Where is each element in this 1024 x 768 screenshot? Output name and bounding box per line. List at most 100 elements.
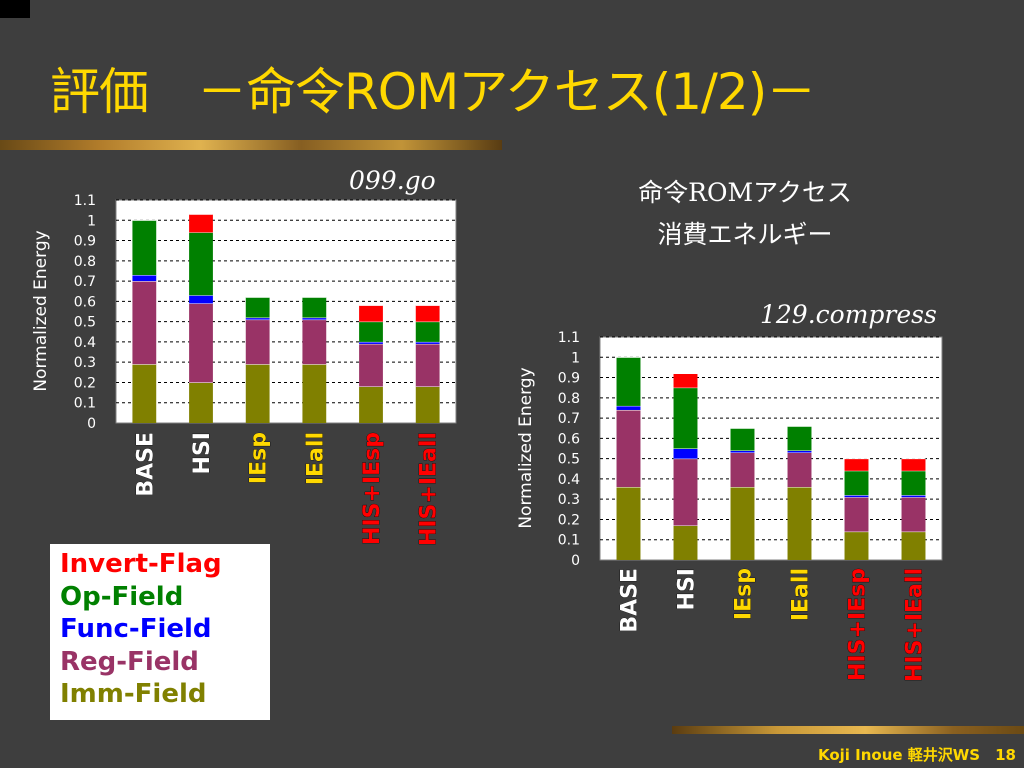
y-tick-label: 1.1 — [558, 330, 580, 346]
bar-segment-op-field — [132, 220, 157, 276]
y-tick-label: 0.6 — [74, 294, 96, 310]
chart-1-title: 099.go — [349, 166, 436, 195]
bar-segment-op-field — [359, 321, 383, 342]
bar-segment-op-field — [415, 321, 440, 342]
bar-segment-reg-field — [901, 497, 926, 532]
y-tick-label: 0.1 — [558, 533, 580, 549]
category-label: BASE — [133, 432, 158, 497]
bar-segment-op-field — [844, 470, 869, 496]
legend-func-field: Func-Field — [60, 614, 212, 644]
bar-segment-func-field — [673, 448, 698, 459]
y-tick-label: 0.3 — [74, 355, 96, 371]
bar-segment-invert-flag — [415, 305, 440, 322]
note-text: 命令ROMアクセス 消費エネルギー — [600, 172, 890, 256]
bar-segment-op-field — [302, 297, 327, 318]
bar-segment-func-field — [730, 450, 755, 453]
category-label: HIS+IEall — [903, 568, 928, 682]
category-label: IEall — [303, 432, 328, 485]
y-tick-label: 0.4 — [74, 335, 96, 351]
y-tick-label: 0.1 — [74, 396, 96, 412]
bar-segment-reg-field — [245, 319, 270, 365]
category-label: HSI — [190, 432, 215, 474]
bar-segment-imm-field — [245, 364, 270, 423]
y-tick-label: 0.2 — [558, 512, 580, 528]
category-label: BASE — [618, 568, 643, 633]
bar-segment-func-field — [302, 317, 327, 320]
legend-reg-field: Reg-Field — [60, 646, 199, 677]
footer-text: Koji Inoue 軽井沢WS 18 — [817, 746, 1016, 764]
y-tick-label: 0.9 — [74, 234, 96, 250]
bar-segment-func-field — [359, 341, 383, 344]
bar-segment-reg-field — [415, 343, 440, 387]
bar-segment-imm-field — [844, 531, 869, 560]
bar-segment-imm-field — [302, 364, 327, 423]
y-tick-label: 0.7 — [74, 274, 96, 290]
note-line-2: 消費エネルギー — [657, 220, 833, 249]
y-axis-label: Normalized Energy — [516, 367, 536, 528]
bar-segment-reg-field — [132, 281, 157, 365]
bar-segment-op-field — [189, 232, 213, 296]
chart-2-title: 129.compress — [760, 300, 937, 329]
y-tick-label: 1.1 — [74, 193, 96, 209]
category-label: IEsp — [247, 432, 272, 484]
y-tick-label: 0.7 — [558, 411, 580, 427]
y-tick-label: 0.8 — [74, 254, 96, 270]
legend: Invert-Flag Op-Field Func-Field Reg-Fiel… — [50, 544, 270, 720]
slide-title: 評価 －命令ROMアクセス(1/2)－ — [50, 63, 816, 121]
bar-segment-op-field — [901, 470, 926, 496]
bar-segment-op-field — [245, 297, 270, 318]
bar-segment-reg-field — [359, 343, 383, 387]
y-tick-label: 0.5 — [558, 452, 580, 468]
plot-area — [115, 199, 457, 424]
category-label: HSI — [675, 568, 700, 610]
legend-imm-field: Imm-Field — [60, 679, 207, 709]
bar-segment-func-field — [132, 275, 157, 282]
category-label: IEall — [789, 568, 814, 621]
bar-segment-func-field — [901, 495, 926, 498]
bar-segment-func-field — [616, 405, 641, 410]
bar-segment-func-field — [245, 317, 270, 320]
bar-segment-imm-field — [132, 364, 157, 423]
corner-mark — [0, 0, 30, 18]
bar-segment-reg-field — [616, 409, 641, 488]
bar-segment-imm-field — [616, 487, 641, 560]
bar-segment-imm-field — [730, 487, 755, 560]
bar-segment-reg-field — [730, 452, 755, 488]
bar-segment-reg-field — [302, 319, 327, 365]
bar-segment-invert-flag — [189, 214, 213, 233]
y-tick-label: 0 — [87, 416, 96, 432]
bar-segment-op-field — [787, 426, 812, 451]
y-tick-label: 0.5 — [74, 315, 96, 331]
bar-segment-invert-flag — [901, 458, 926, 471]
y-axis-label: Normalized Energy — [31, 230, 51, 391]
category-label: HIS+IEsp — [360, 432, 385, 545]
category-label: HIS+IEsp — [846, 568, 871, 681]
bar-segment-imm-field — [415, 386, 440, 423]
bar-segment-reg-field — [673, 458, 698, 526]
bar-segment-reg-field — [787, 452, 812, 488]
bar-segment-op-field — [730, 428, 755, 451]
legend-invert-flag: Invert-Flag — [60, 549, 222, 579]
title-rule — [0, 140, 502, 150]
y-tick-label: 0.6 — [558, 431, 580, 447]
bar-segment-imm-field — [359, 386, 383, 423]
bar-segment-invert-flag — [673, 373, 698, 388]
y-tick-label: 0 — [571, 553, 580, 569]
bar-segment-imm-field — [189, 382, 213, 423]
bar-segment-op-field — [616, 357, 641, 406]
y-tick-label: 1 — [571, 350, 580, 366]
y-tick-label: 1 — [87, 213, 96, 229]
bar-segment-imm-field — [901, 531, 926, 560]
y-tick-label: 0.2 — [74, 375, 96, 391]
y-tick-label: 0.9 — [558, 371, 580, 387]
bar-segment-imm-field — [787, 487, 812, 560]
bar-segment-func-field — [415, 341, 440, 344]
y-tick-label: 0.8 — [558, 391, 580, 407]
plot-area — [599, 336, 943, 561]
bar-segment-func-field — [844, 495, 869, 498]
bar-segment-reg-field — [189, 303, 213, 383]
bar-segment-func-field — [787, 450, 812, 453]
note-line-1: 命令ROMアクセス — [638, 178, 852, 207]
